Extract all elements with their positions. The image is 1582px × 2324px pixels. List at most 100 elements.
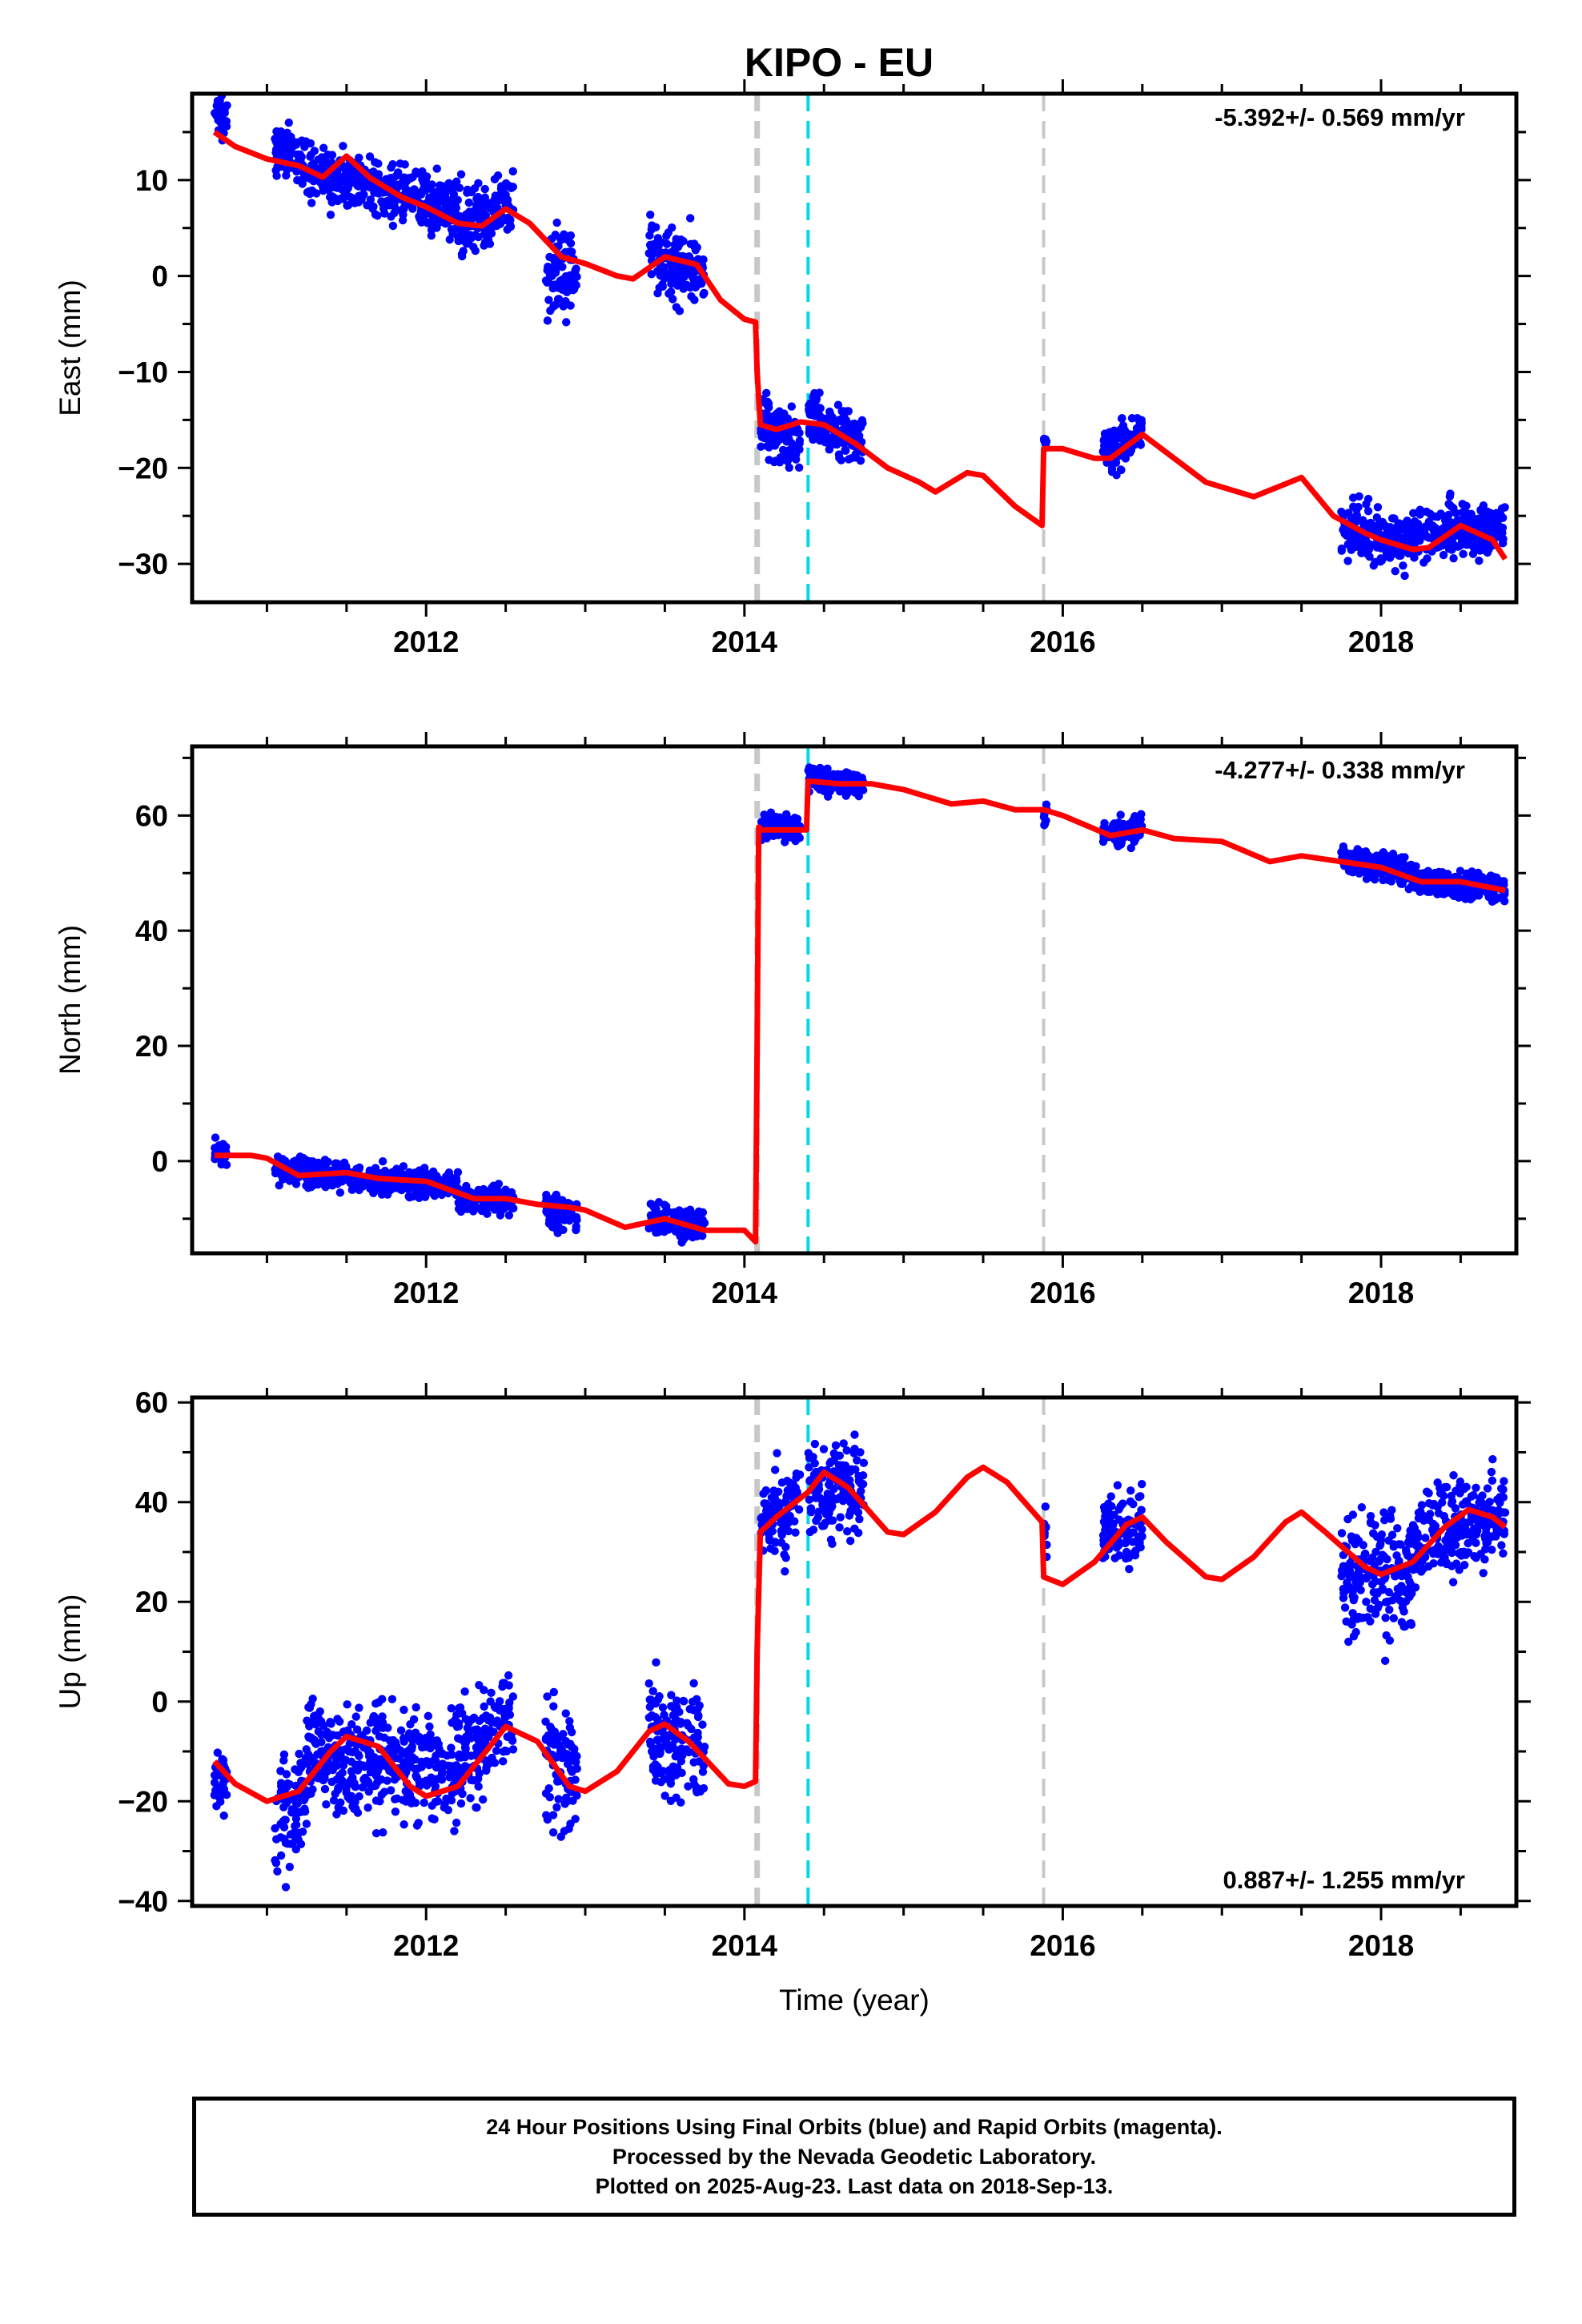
data-point: [1363, 494, 1373, 504]
data-point: [854, 791, 863, 801]
data-point: [378, 1695, 387, 1703]
data-point: [672, 243, 681, 252]
data-point: [698, 1208, 707, 1217]
data-point: [543, 278, 552, 287]
data-point: [1119, 435, 1129, 444]
data-point: [673, 1696, 681, 1705]
data-point: [1343, 540, 1353, 549]
data-point: [1108, 443, 1117, 452]
data-point: [694, 1711, 703, 1720]
data-point: [355, 153, 363, 163]
data-point: [1352, 505, 1361, 514]
data-point: [480, 1702, 488, 1711]
chart-title: KIPO - EU: [745, 40, 934, 85]
data-point: [275, 1180, 283, 1190]
data-point: [327, 151, 337, 159]
data-point: [425, 183, 434, 192]
data-point: [693, 1705, 702, 1714]
data-point: [420, 211, 428, 220]
data-point: [685, 252, 694, 261]
data-point: [1118, 413, 1126, 423]
data-point: [658, 1703, 668, 1712]
data-point: [684, 1782, 693, 1791]
data-point: [320, 1156, 330, 1164]
data-point: [343, 1792, 352, 1802]
data-point: [548, 1217, 557, 1226]
data-point: [1362, 1597, 1371, 1606]
data-point: [841, 446, 849, 455]
y-tick-label: 20: [135, 1030, 168, 1063]
data-point: [378, 1718, 387, 1727]
x-tick-label: 2016: [1030, 1277, 1095, 1309]
data-point: [825, 1481, 834, 1490]
data-point: [1372, 1532, 1382, 1542]
data-point: [311, 1739, 320, 1748]
data-point: [1368, 1553, 1377, 1562]
data-point: [1349, 1595, 1358, 1605]
data-point: [319, 182, 327, 191]
data-point: [455, 183, 464, 192]
data-point: [1459, 549, 1468, 559]
data-point: [1467, 887, 1476, 895]
data-point: [656, 1743, 665, 1752]
data-point: [453, 195, 462, 205]
data-point: [383, 1190, 392, 1199]
data-point: [1337, 546, 1347, 555]
data-point: [699, 290, 708, 299]
data-point: [656, 1778, 665, 1787]
data-point: [1362, 537, 1371, 545]
data-point: [1360, 1550, 1369, 1558]
data-point: [836, 1513, 845, 1522]
data-point: [493, 171, 503, 180]
data-point: [355, 1179, 365, 1188]
data-point: [417, 1757, 426, 1767]
data-point: [854, 1471, 863, 1481]
data-point: [783, 414, 792, 423]
data-point: [682, 1230, 691, 1239]
data-point: [685, 1205, 695, 1214]
data-point: [1411, 530, 1420, 539]
data-point: [855, 1514, 864, 1524]
data-point: [283, 128, 291, 137]
data-point: [829, 1449, 838, 1458]
data-point: [431, 1755, 440, 1763]
data-point: [572, 1222, 580, 1231]
data-point: [851, 422, 861, 432]
data-point: [1042, 439, 1050, 448]
data-point: [794, 463, 804, 472]
data-point: [1349, 1632, 1359, 1641]
data-point: [793, 428, 802, 437]
data-point: [1363, 1613, 1372, 1622]
y-tick-label: −20: [118, 452, 168, 485]
data-point: [810, 1439, 820, 1449]
data-point: [371, 1727, 380, 1735]
data-point: [474, 232, 483, 242]
data-point: [1462, 501, 1471, 510]
data-point: [482, 1763, 491, 1772]
data-point: [850, 1430, 859, 1439]
data-point: [319, 1721, 328, 1731]
data-point: [276, 1851, 286, 1860]
model-line: [214, 778, 1506, 1245]
data-point: [297, 1807, 306, 1816]
data-point: [347, 1719, 356, 1729]
data-point: [1102, 439, 1110, 448]
data-point: [809, 432, 817, 440]
data-point: [850, 1444, 859, 1454]
data-point: [1395, 862, 1403, 870]
data-point: [823, 438, 833, 448]
data-point: [647, 1747, 656, 1756]
data-point: [432, 223, 441, 232]
data-point: [689, 1679, 698, 1688]
data-point: [1348, 529, 1358, 538]
data-point: [391, 1738, 400, 1747]
data-point: [645, 240, 655, 250]
data-point: [1359, 849, 1369, 858]
data-point: [1370, 1595, 1379, 1605]
data-point: [845, 1511, 854, 1520]
data-point: [354, 198, 363, 207]
data-point: [784, 1526, 793, 1536]
data-point: [554, 1222, 563, 1231]
data-point: [807, 1507, 816, 1517]
data-point: [553, 1228, 562, 1237]
